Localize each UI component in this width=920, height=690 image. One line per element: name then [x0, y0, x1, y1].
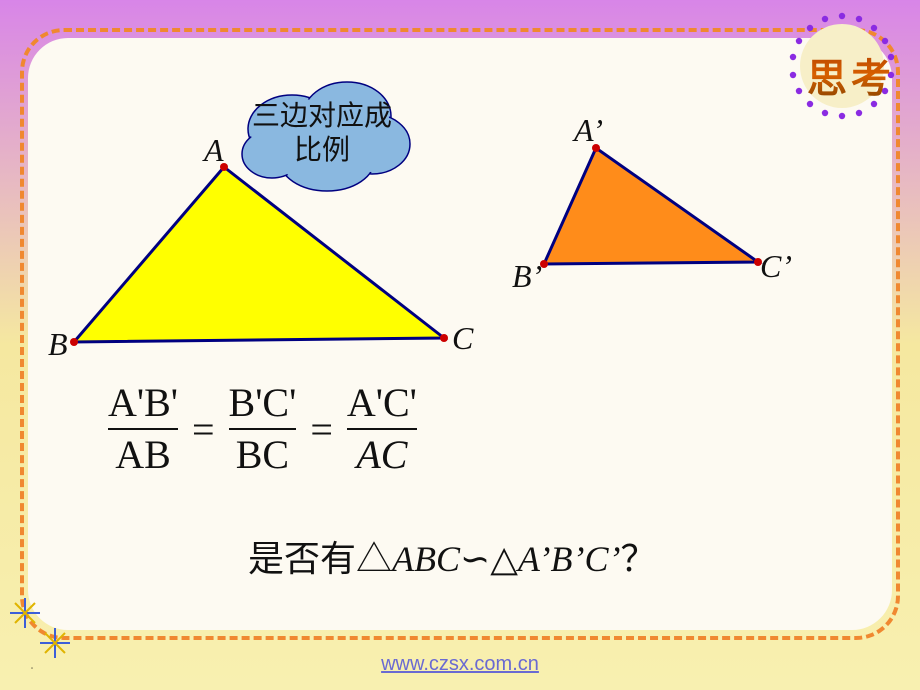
eq-2: =	[310, 406, 333, 453]
q-abc2: A’B’C’	[518, 539, 621, 579]
q-similar: ∽	[460, 539, 490, 579]
sparkle-icon-2	[40, 628, 100, 688]
label-A-prime: A’	[574, 112, 603, 149]
eq-1: =	[192, 406, 215, 453]
footer-link-wrap: www.czsx.com.cn	[0, 653, 920, 676]
frac1-num: A'B'	[108, 380, 178, 426]
triangle-abc-prime	[0, 0, 920, 690]
question-text: 是否有△ABC∽△A’B’C’？	[248, 530, 657, 582]
frac1-den: AB	[115, 432, 171, 478]
frac-3: A'C' AC	[347, 380, 417, 478]
frac2-line	[229, 428, 297, 430]
proportion-formula: A'B' AB = B'C' BC = A'C' AC	[108, 380, 417, 478]
frac-1: A'B' AB	[108, 380, 178, 478]
frac1-line	[108, 428, 178, 430]
frac2-den: BC	[236, 432, 289, 478]
frac3-line	[347, 428, 417, 430]
frac3-num: A'C'	[347, 380, 417, 426]
q-tri2: △	[490, 539, 518, 579]
q-prefix: 是否有	[248, 539, 356, 579]
footer-link[interactable]: www.czsx.com.cn	[381, 653, 539, 675]
q-tri1: △	[356, 539, 392, 579]
page-marker: .	[30, 656, 34, 674]
frac3-den: AC	[356, 432, 407, 478]
label-C-prime: C’	[760, 248, 792, 285]
q-suffix: ？	[621, 539, 657, 579]
q-abc: ABC	[392, 539, 460, 579]
label-B-prime: B’	[512, 258, 542, 295]
frac2-num: B'C'	[229, 380, 297, 426]
frac-2: B'C' BC	[229, 380, 297, 478]
